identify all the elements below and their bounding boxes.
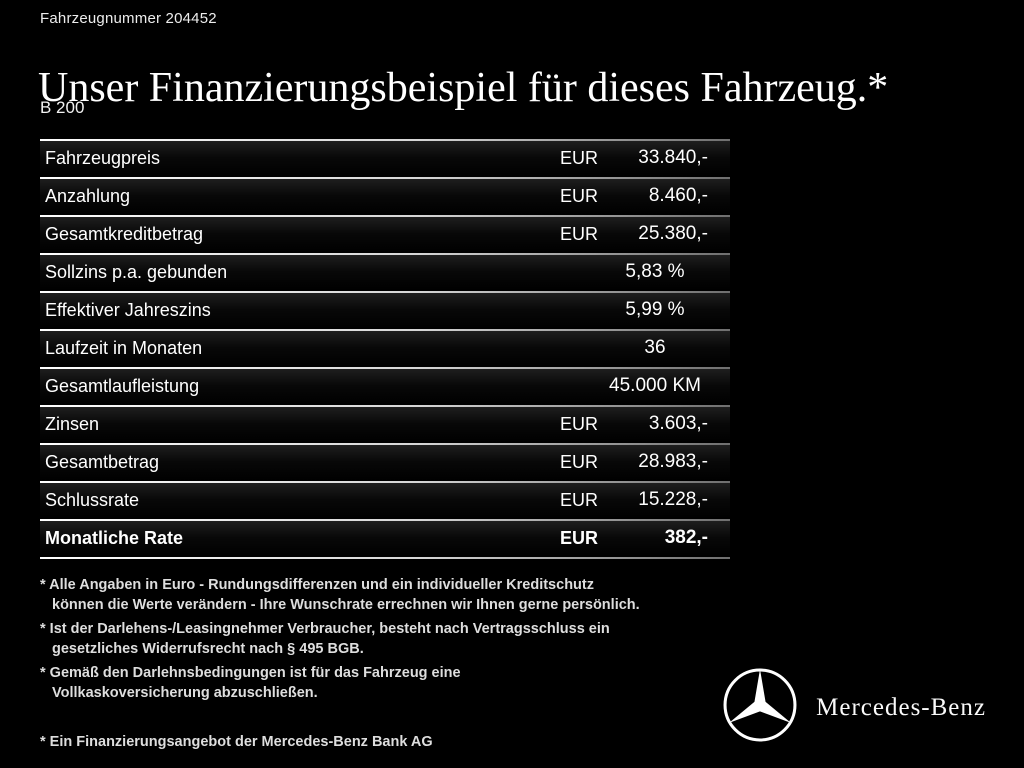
row-label: Sollzins p.a. gebunden <box>45 261 228 282</box>
row-label: Gesamtlaufleistung <box>45 375 200 396</box>
row-label: Gesamtkreditbetrag <box>45 223 204 244</box>
row-value: 5,83 % <box>625 261 685 282</box>
row-label: Laufzeit in Monaten <box>45 337 203 358</box>
vehicle-model: B 200 <box>40 98 85 117</box>
row-value: 36 <box>644 337 666 358</box>
row-currency: EUR <box>560 413 599 434</box>
table-row: Gesamtbetrag EUR 28.983,- <box>40 443 730 481</box>
row-value: 15.228,- <box>638 489 708 510</box>
footnote: * Gemäß den Darlehnsbedingungen ist für … <box>40 664 640 703</box>
row-currency: EUR <box>560 185 599 206</box>
finance-table-rows: Fahrzeugpreis EUR 33.840,- Anzahlung EUR… <box>40 139 730 557</box>
footnote-line: * Ist der Darlehens-/Leasingnehmer Verbr… <box>40 621 610 637</box>
row-value: 33.840,- <box>638 147 708 168</box>
row-value: 25.380,- <box>638 223 708 244</box>
row-currency: EUR <box>560 527 599 548</box>
table-row: Anzahlung EUR 8.460,- <box>40 177 730 215</box>
mercedes-star-icon <box>722 667 798 748</box>
row-label: Zinsen <box>45 413 100 434</box>
footnote-line: Vollkaskoversicherung abzuschließen. <box>52 684 318 701</box>
row-label: Fahrzeugpreis <box>45 147 161 168</box>
table-bottom-rule <box>40 557 730 559</box>
page-title: Unser Finanzierungsbeispiel für dieses F… <box>38 65 889 112</box>
brand-name: Mercedes-Benz <box>816 693 986 721</box>
row-value: 5,99 % <box>625 299 685 320</box>
table-row: Sollzins p.a. gebunden 5,83 % <box>40 253 730 291</box>
table-row: Effektiver Jahreszins 5,99 % <box>40 291 730 329</box>
table-row: Monatliche Rate EUR 382,- <box>40 519 730 557</box>
row-currency: EUR <box>560 147 599 168</box>
footnote-line: * Gemäß den Darlehnsbedingungen ist für … <box>40 665 461 681</box>
row-currency: EUR <box>560 489 599 510</box>
row-label: Gesamtbetrag <box>45 451 160 472</box>
row-value: 382,- <box>664 527 708 548</box>
footnote-line: gesetzliches Widerrufsrecht nach § 495 B… <box>52 640 364 657</box>
table-row: Zinsen EUR 3.603,- <box>40 405 730 443</box>
row-currency: EUR <box>560 451 599 472</box>
footnotes: * Alle Angaben in Euro - Rundungsdiffere… <box>40 576 640 708</box>
row-label: Schlussrate <box>45 489 140 510</box>
table-row: Laufzeit in Monaten 36 <box>40 329 730 367</box>
row-label: Anzahlung <box>45 185 131 206</box>
row-value: 28.983,- <box>638 451 708 472</box>
footnote-line: können die Werte verändern - Ihre Wunsch… <box>52 596 640 613</box>
table-row: Gesamtkreditbetrag EUR 25.380,- <box>40 215 730 253</box>
finance-table: Fahrzeugpreis EUR 33.840,- Anzahlung EUR… <box>40 139 730 559</box>
brand-signature: Mercedes-Benz <box>722 667 986 748</box>
table-row: Fahrzeugpreis EUR 33.840,- <box>40 139 730 177</box>
row-value: 3.603,- <box>648 413 708 434</box>
row-value: 8.460,- <box>648 185 708 206</box>
table-row: Schlussrate EUR 15.228,- <box>40 481 730 519</box>
footnote: * Ist der Darlehens-/Leasingnehmer Verbr… <box>40 620 640 659</box>
row-value: 45.000 KM <box>609 375 701 396</box>
row-currency: EUR <box>560 223 599 244</box>
footnote: * Alle Angaben in Euro - Rundungsdiffere… <box>40 576 640 615</box>
vehicle-number: Fahrzeugnummer 204452 <box>40 10 217 27</box>
bank-note: * Ein Finanzierungsangebot der Mercedes-… <box>40 734 433 750</box>
footnote-line: * Alle Angaben in Euro - Rundungsdiffere… <box>40 577 594 593</box>
row-label: Effektiver Jahreszins <box>45 299 211 320</box>
row-label: Monatliche Rate <box>45 527 184 548</box>
table-row: Gesamtlaufleistung 45.000 KM <box>40 367 730 405</box>
